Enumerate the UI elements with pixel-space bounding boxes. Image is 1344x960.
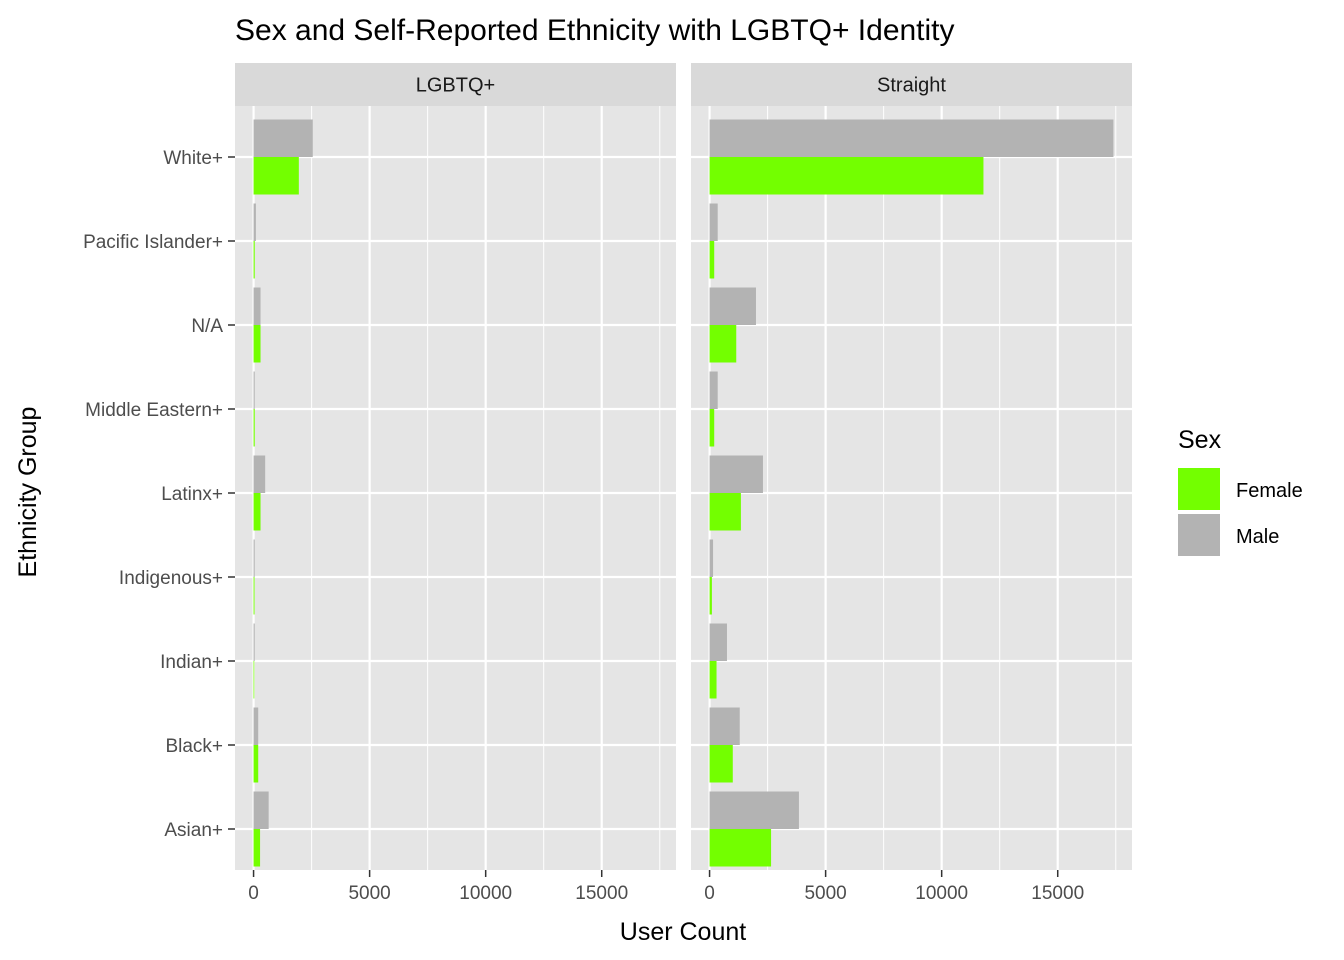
bar-female-pacific-islander [253, 241, 255, 279]
bar-female-middle-eastern [709, 409, 715, 447]
bar-male-n-a [253, 287, 261, 325]
bar-female-middle-eastern [253, 409, 255, 447]
legend-title: Sex [1178, 426, 1222, 454]
bar-male-white [253, 119, 313, 157]
bar-female-indian [709, 661, 717, 699]
facet-strip [691, 63, 1132, 106]
y-tick-label: Indian+ [160, 652, 223, 673]
facet-panels: LGBTQ+ 0 5000 10000 15000 Straight 0 5000 10000 1… [235, 63, 1132, 904]
legend-label-male: Male [1236, 526, 1279, 548]
bar-male-indian [253, 623, 255, 661]
bar-female-indian [253, 661, 255, 699]
legend: Sex Female Male [1178, 426, 1303, 556]
bar-male-black [709, 707, 740, 745]
x-tick-label: 15000 [1031, 883, 1084, 904]
bar-male-asian [253, 791, 269, 829]
x-tick-label: 0 [704, 883, 715, 904]
x-axis-title: User Count [620, 918, 746, 946]
facet-strip-label: LGBTQ+ [416, 75, 495, 97]
y-tick-label: Asian+ [164, 820, 223, 841]
bar-male-asian [709, 791, 799, 829]
legend-label-female: Female [1236, 480, 1303, 502]
facet-strip-label: Straight [877, 75, 946, 97]
bar-female-black [709, 745, 733, 783]
bar-male-white [709, 119, 1114, 157]
bar-male-middle-eastern [709, 371, 718, 409]
bar-female-n-a [253, 325, 261, 363]
y-tick-label: White+ [163, 148, 223, 169]
y-axis: White+ Pacific Islander+ N/A Middle Eastern… [83, 148, 235, 841]
bar-female-asian [709, 829, 772, 867]
bar-female-black [253, 745, 259, 783]
bar-female-latinx [709, 493, 741, 531]
bar-female-asian [253, 829, 261, 867]
y-tick-label: N/A [191, 316, 223, 337]
bar-male-n-a [709, 287, 756, 325]
x-tick-label: 0 [248, 883, 259, 904]
bar-female-latinx [253, 493, 261, 531]
y-tick-label: Latinx+ [161, 484, 223, 505]
x-tick-label: 10000 [459, 883, 512, 904]
chart-title: Sex and Self-Reported Ethnicity with LGB… [235, 14, 955, 47]
bar-male-pacific-islander [709, 203, 718, 241]
legend-key-male [1178, 514, 1220, 556]
x-tick-label: 5000 [348, 883, 390, 904]
bar-male-indigenous [253, 539, 255, 577]
bar-male-middle-eastern [253, 371, 255, 409]
y-axis-title: Ethnicity Group [14, 407, 42, 578]
x-tick-label: 10000 [915, 883, 968, 904]
facet-strip [235, 63, 676, 106]
x-tick-label: 15000 [575, 883, 628, 904]
facet-panel-1: LGBTQ+ 0 5000 10000 15000 [235, 63, 676, 904]
bar-female-indigenous [253, 577, 255, 615]
y-tick-label: Black+ [165, 736, 223, 757]
y-tick-label: Pacific Islander+ [83, 232, 223, 253]
panel-background [235, 106, 676, 870]
x-tick-label: 5000 [804, 883, 846, 904]
bar-male-latinx [709, 455, 763, 493]
bar-female-indigenous [709, 577, 712, 615]
bar-female-pacific-islander [709, 241, 715, 279]
bar-female-white [253, 157, 299, 195]
bar-female-white [709, 157, 984, 195]
bar-male-indigenous [709, 539, 714, 577]
y-tick-label: Middle Eastern+ [85, 400, 223, 421]
bar-female-n-a [709, 325, 737, 363]
bar-male-indian [709, 623, 727, 661]
bar-male-pacific-islander [253, 203, 256, 241]
legend-key-female [1178, 468, 1220, 510]
facet-panel-2: Straight 0 5000 10000 15000 [691, 63, 1132, 904]
bar-male-black [253, 707, 259, 745]
bar-male-latinx [253, 455, 266, 493]
y-tick-label: Indigenous+ [119, 568, 223, 589]
